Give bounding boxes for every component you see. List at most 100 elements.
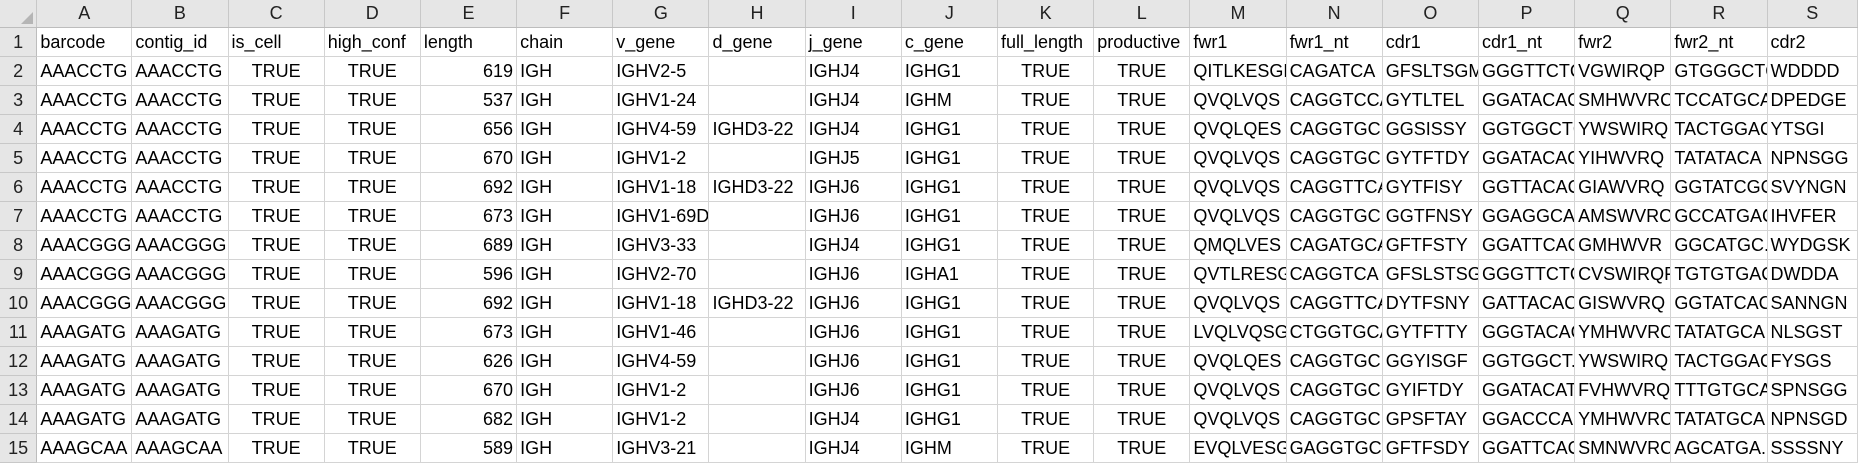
cell-e15[interactable]: 589 bbox=[420, 433, 518, 463]
cell-r2[interactable]: GTGGGCTC bbox=[1670, 56, 1768, 86]
cell-h12[interactable] bbox=[708, 346, 806, 376]
cell-b3[interactable]: AAACCTG bbox=[131, 85, 229, 115]
column-header-f[interactable]: F bbox=[516, 0, 614, 28]
cell-s5[interactable]: NPNSGG bbox=[1767, 143, 1858, 173]
cell-j9[interactable]: IGHA1 bbox=[901, 259, 999, 289]
cell-m3[interactable]: QVQLVQS bbox=[1189, 85, 1287, 115]
cell-e1[interactable]: length bbox=[420, 27, 518, 57]
cell-p3[interactable]: GGATACAC bbox=[1478, 85, 1576, 115]
cell-n14[interactable]: CAGGTGC. bbox=[1286, 404, 1383, 434]
cell-b15[interactable]: AAAGCAA bbox=[131, 433, 229, 463]
cell-c5[interactable]: TRUE bbox=[228, 143, 325, 173]
cell-f7[interactable]: IGH bbox=[516, 201, 614, 231]
row-header-2[interactable]: 2 bbox=[0, 56, 38, 86]
cell-h5[interactable] bbox=[708, 143, 806, 173]
column-header-s[interactable]: S bbox=[1767, 0, 1858, 28]
cell-h3[interactable] bbox=[708, 85, 806, 115]
cell-j13[interactable]: IGHG1 bbox=[901, 375, 999, 405]
cell-l7[interactable]: TRUE bbox=[1093, 201, 1191, 231]
column-header-l[interactable]: L bbox=[1093, 0, 1191, 28]
cell-q15[interactable]: SMNWVRC bbox=[1574, 433, 1672, 463]
cell-m13[interactable]: QVQLVQS bbox=[1189, 375, 1287, 405]
cell-c14[interactable]: TRUE bbox=[228, 404, 325, 434]
cell-j2[interactable]: IGHG1 bbox=[901, 56, 999, 86]
cell-c6[interactable]: TRUE bbox=[228, 172, 325, 202]
cell-b5[interactable]: AAACCTG bbox=[131, 143, 229, 173]
cell-l10[interactable]: TRUE bbox=[1093, 288, 1191, 318]
cell-p13[interactable]: GGATACAT bbox=[1478, 375, 1576, 405]
cell-c11[interactable]: TRUE bbox=[228, 317, 325, 347]
cell-i10[interactable]: IGHJ6 bbox=[805, 288, 902, 318]
cell-e7[interactable]: 673 bbox=[420, 201, 518, 231]
cell-k13[interactable]: TRUE bbox=[997, 375, 1095, 405]
cell-f3[interactable]: IGH bbox=[516, 85, 614, 115]
column-header-p[interactable]: P bbox=[1478, 0, 1576, 28]
cell-c4[interactable]: TRUE bbox=[228, 114, 325, 144]
cell-b14[interactable]: AAAGATG bbox=[131, 404, 229, 434]
cell-d15[interactable]: TRUE bbox=[324, 433, 421, 463]
cell-j4[interactable]: IGHG1 bbox=[901, 114, 999, 144]
cell-k11[interactable]: TRUE bbox=[997, 317, 1095, 347]
cell-o7[interactable]: GGTFNSY bbox=[1382, 201, 1479, 231]
cell-j11[interactable]: IGHG1 bbox=[901, 317, 999, 347]
column-header-m[interactable]: M bbox=[1189, 0, 1287, 28]
cell-b7[interactable]: AAACCTG bbox=[131, 201, 229, 231]
cell-r3[interactable]: TCCATGCA bbox=[1670, 85, 1768, 115]
cell-i1[interactable]: j_gene bbox=[805, 27, 902, 57]
cell-p12[interactable]: GGTGGCT. bbox=[1478, 346, 1576, 376]
cell-f2[interactable]: IGH bbox=[516, 56, 614, 86]
cell-b11[interactable]: AAAGATG bbox=[131, 317, 229, 347]
cell-l4[interactable]: TRUE bbox=[1093, 114, 1191, 144]
cell-e8[interactable]: 689 bbox=[420, 230, 518, 260]
cell-a14[interactable]: AAAGATG bbox=[36, 404, 133, 434]
cell-o13[interactable]: GYIFTDY bbox=[1382, 375, 1479, 405]
cell-i11[interactable]: IGHJ6 bbox=[805, 317, 902, 347]
cell-e11[interactable]: 673 bbox=[420, 317, 518, 347]
cell-s13[interactable]: SPNSGG bbox=[1767, 375, 1858, 405]
cell-i7[interactable]: IGHJ6 bbox=[805, 201, 902, 231]
cell-r7[interactable]: GCCATGAC bbox=[1670, 201, 1768, 231]
cell-s10[interactable]: SANNGN bbox=[1767, 288, 1858, 318]
cell-b1[interactable]: contig_id bbox=[131, 27, 229, 57]
cell-a8[interactable]: AAACGGG bbox=[36, 230, 133, 260]
cell-g4[interactable]: IGHV4-59 bbox=[612, 114, 710, 144]
cell-d7[interactable]: TRUE bbox=[324, 201, 421, 231]
cell-q1[interactable]: fwr2 bbox=[1574, 27, 1672, 57]
cell-q11[interactable]: YMHWVRC bbox=[1574, 317, 1672, 347]
cell-q5[interactable]: YIHWVRQ bbox=[1574, 143, 1672, 173]
cell-n15[interactable]: GAGGTGC bbox=[1286, 433, 1383, 463]
row-header-13[interactable]: 13 bbox=[0, 375, 38, 405]
cell-i13[interactable]: IGHJ6 bbox=[805, 375, 902, 405]
cell-a15[interactable]: AAAGCAA bbox=[36, 433, 133, 463]
cell-a12[interactable]: AAAGATG bbox=[36, 346, 133, 376]
cell-h4[interactable]: IGHD3-22 bbox=[708, 114, 806, 144]
cell-h9[interactable] bbox=[708, 259, 806, 289]
cell-g1[interactable]: v_gene bbox=[612, 27, 710, 57]
cell-g13[interactable]: IGHV1-2 bbox=[612, 375, 710, 405]
cell-o4[interactable]: GGSISSY bbox=[1382, 114, 1479, 144]
cell-n9[interactable]: CAGGTCA bbox=[1286, 259, 1383, 289]
cell-l6[interactable]: TRUE bbox=[1093, 172, 1191, 202]
column-header-a[interactable]: A bbox=[36, 0, 133, 28]
cell-p6[interactable]: GGTTACAC bbox=[1478, 172, 1576, 202]
row-header-4[interactable]: 4 bbox=[0, 114, 38, 144]
cell-j7[interactable]: IGHG1 bbox=[901, 201, 999, 231]
cell-n11[interactable]: CTGGTGCA bbox=[1286, 317, 1383, 347]
cell-e3[interactable]: 537 bbox=[420, 85, 518, 115]
cell-i6[interactable]: IGHJ6 bbox=[805, 172, 902, 202]
cell-n5[interactable]: CAGGTGC. bbox=[1286, 143, 1383, 173]
column-header-c[interactable]: C bbox=[228, 0, 325, 28]
cell-r6[interactable]: GGTATCGC bbox=[1670, 172, 1768, 202]
cell-n13[interactable]: CAGGTGC. bbox=[1286, 375, 1383, 405]
cell-d8[interactable]: TRUE bbox=[324, 230, 421, 260]
cell-j12[interactable]: IGHG1 bbox=[901, 346, 999, 376]
column-header-k[interactable]: K bbox=[997, 0, 1095, 28]
cell-q6[interactable]: GIAWVRQ bbox=[1574, 172, 1672, 202]
cell-b12[interactable]: AAAGATG bbox=[131, 346, 229, 376]
cell-o15[interactable]: GFTFSDY bbox=[1382, 433, 1479, 463]
cell-r15[interactable]: AGCATGA. bbox=[1670, 433, 1768, 463]
cell-r9[interactable]: TGTGTGAC bbox=[1670, 259, 1768, 289]
cell-m9[interactable]: QVTLRESG bbox=[1189, 259, 1287, 289]
cell-m15[interactable]: EVQLVESG bbox=[1189, 433, 1287, 463]
cell-m4[interactable]: QVQLQES bbox=[1189, 114, 1287, 144]
